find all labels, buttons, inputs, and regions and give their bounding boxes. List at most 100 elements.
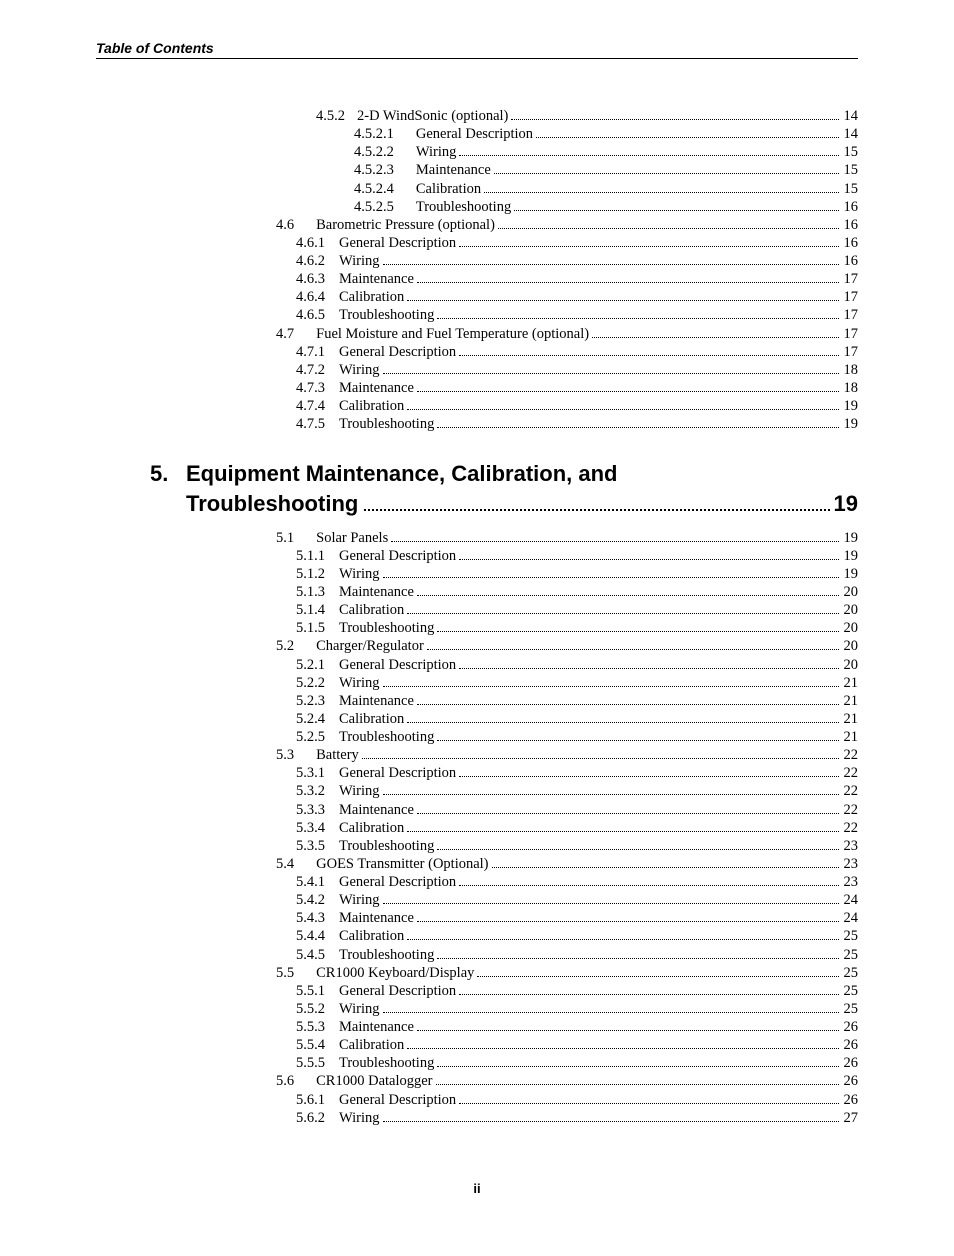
toc-entry: 4.5.22-D WindSonic (optional)14 [276, 107, 858, 125]
chapter-page: 19 [834, 489, 858, 519]
toc-entry-title: Troubleshooting [339, 1054, 434, 1072]
toc-entry-title: Barometric Pressure (optional) [316, 216, 495, 234]
toc-entry-title: Battery [316, 746, 359, 764]
toc-leader [536, 137, 838, 138]
toc-entry-page: 19 [842, 529, 859, 547]
toc-entry-title: Maintenance [339, 270, 414, 288]
toc-entry-title: Troubleshooting [339, 619, 434, 637]
toc-entry: 4.7.3Maintenance18 [276, 379, 858, 397]
toc-leader [494, 173, 839, 174]
chapter-title-line2: Troubleshooting [186, 489, 358, 519]
toc-entry-page: 24 [842, 891, 859, 909]
toc-entry-title: Wiring [339, 565, 380, 583]
toc-entry-title: Maintenance [339, 801, 414, 819]
toc-entry-page: 25 [842, 982, 859, 1000]
toc-leader [383, 577, 839, 578]
toc-entry-number: 5.3 [276, 746, 294, 764]
toc-entry-number: 5.1.5 [296, 619, 325, 637]
toc-entry-page: 27 [842, 1109, 859, 1127]
toc-entry-number: 5.5 [276, 964, 294, 982]
toc-entry-title: Wiring [416, 143, 457, 161]
toc-leader [437, 740, 838, 741]
chapter-title-line1: Equipment Maintenance, Calibration, and [186, 459, 858, 489]
toc-entry-number: 4.6.5 [296, 306, 325, 324]
toc-entry-number: 5.6 [276, 1072, 294, 1090]
toc-upper: 4.5.22-D WindSonic (optional)144.5.2.1Ge… [276, 107, 858, 433]
toc-entry-title: General Description [339, 982, 456, 1000]
toc-leader [383, 1012, 839, 1013]
toc-entry-title: Calibration [339, 601, 404, 619]
toc-entry: 5.1Solar Panels19 [276, 529, 858, 547]
toc-leader [417, 391, 839, 392]
toc-entry-number: 5.2.4 [296, 710, 325, 728]
toc-entry-page: 20 [842, 656, 859, 674]
toc-entry: 5.6.2Wiring27 [276, 1109, 858, 1127]
toc-entry: 5.2.5Troubleshooting21 [276, 728, 858, 746]
toc-entry-page: 16 [842, 234, 859, 252]
toc-entry: 5.2.2Wiring21 [276, 674, 858, 692]
toc-entry: 5.1.3Maintenance20 [276, 583, 858, 601]
toc-entry-title: General Description [339, 547, 456, 565]
chapter-number: 5. [150, 459, 186, 489]
toc-entry: 5.3.3Maintenance22 [276, 801, 858, 819]
toc-entry-number: 5.2 [276, 637, 294, 655]
toc-leader [592, 337, 838, 338]
toc-entry: 5.3Battery22 [276, 746, 858, 764]
toc-entry: 5.1.1General Description19 [276, 547, 858, 565]
toc-entry-number: 5.5.4 [296, 1036, 325, 1054]
toc-entry-number: 5.4 [276, 855, 294, 873]
toc-entry: 5.1.5Troubleshooting20 [276, 619, 858, 637]
toc-entry-number: 5.6.1 [296, 1091, 325, 1109]
toc-entry-number: 5.2.3 [296, 692, 325, 710]
toc-entry: 4.7.4Calibration19 [276, 397, 858, 415]
toc-entry-page: 21 [842, 728, 859, 746]
toc-leader [437, 631, 838, 632]
chapter-heading: 5. Equipment Maintenance, Calibration, a… [150, 459, 858, 518]
toc-leader [407, 1048, 838, 1049]
toc-entry: 5.1.4Calibration20 [276, 601, 858, 619]
toc-entry: 5.5CR1000 Keyboard/Display25 [276, 964, 858, 982]
toc-entry-title: Troubleshooting [339, 946, 434, 964]
toc-entry-title: Maintenance [339, 1018, 414, 1036]
toc-entry-number: 4.7.5 [296, 415, 325, 433]
toc-leader [492, 867, 839, 868]
running-head: Table of Contents [96, 40, 858, 59]
toc-entry: 5.5.4 Calibration 26 [276, 1036, 858, 1054]
toc-entry-title: Wiring [339, 1000, 380, 1018]
toc-entry-number: 5.5.3 [296, 1018, 325, 1036]
toc-entry: 5.2.4Calibration21 [276, 710, 858, 728]
toc-entry-title: Wiring [339, 361, 380, 379]
toc-leader [407, 409, 838, 410]
toc-entry-title: Maintenance [339, 583, 414, 601]
toc-entry-number: 5.1.4 [296, 601, 325, 619]
toc-entry-number: 4.6.3 [296, 270, 325, 288]
toc-entry-page: 20 [842, 583, 859, 601]
toc-entry-title: Maintenance [339, 909, 414, 927]
toc-entry-title: Calibration [339, 710, 404, 728]
toc-entry: 5.2.3Maintenance21 [276, 692, 858, 710]
toc-entry-title: General Description [339, 656, 456, 674]
toc-leader [407, 613, 838, 614]
toc-entry: 5.5.5Troubleshooting26 [276, 1054, 858, 1072]
toc-entry-title: Calibration [339, 1036, 404, 1054]
toc-entry-page: 26 [842, 1072, 859, 1090]
toc-leader [383, 373, 839, 374]
toc-leader [417, 595, 839, 596]
toc-entry-page: 21 [842, 674, 859, 692]
toc-entry-number: 4.6.4 [296, 288, 325, 306]
toc-entry-number: 5.1 [276, 529, 294, 547]
toc-entry-page: 15 [842, 143, 859, 161]
toc-entry: 5.6.1General Description26 [276, 1091, 858, 1109]
toc-entry-title: Wiring [339, 252, 380, 270]
toc-leader [383, 903, 839, 904]
toc-entry-page: 15 [842, 180, 859, 198]
toc-entry-number: 5.5.2 [296, 1000, 325, 1018]
toc-entry: 4.5.2.5Troubleshooting16 [276, 198, 858, 216]
toc-entry-page: 26 [842, 1054, 859, 1072]
toc-entry-title: Troubleshooting [339, 837, 434, 855]
toc-entry: 4.5.2.4Calibration15 [276, 180, 858, 198]
toc-entry-title: Calibration [339, 397, 404, 415]
toc-entry-page: 19 [842, 415, 859, 433]
toc-entry: 5.5.1General Description25 [276, 982, 858, 1000]
toc-entry-page: 26 [842, 1036, 859, 1054]
